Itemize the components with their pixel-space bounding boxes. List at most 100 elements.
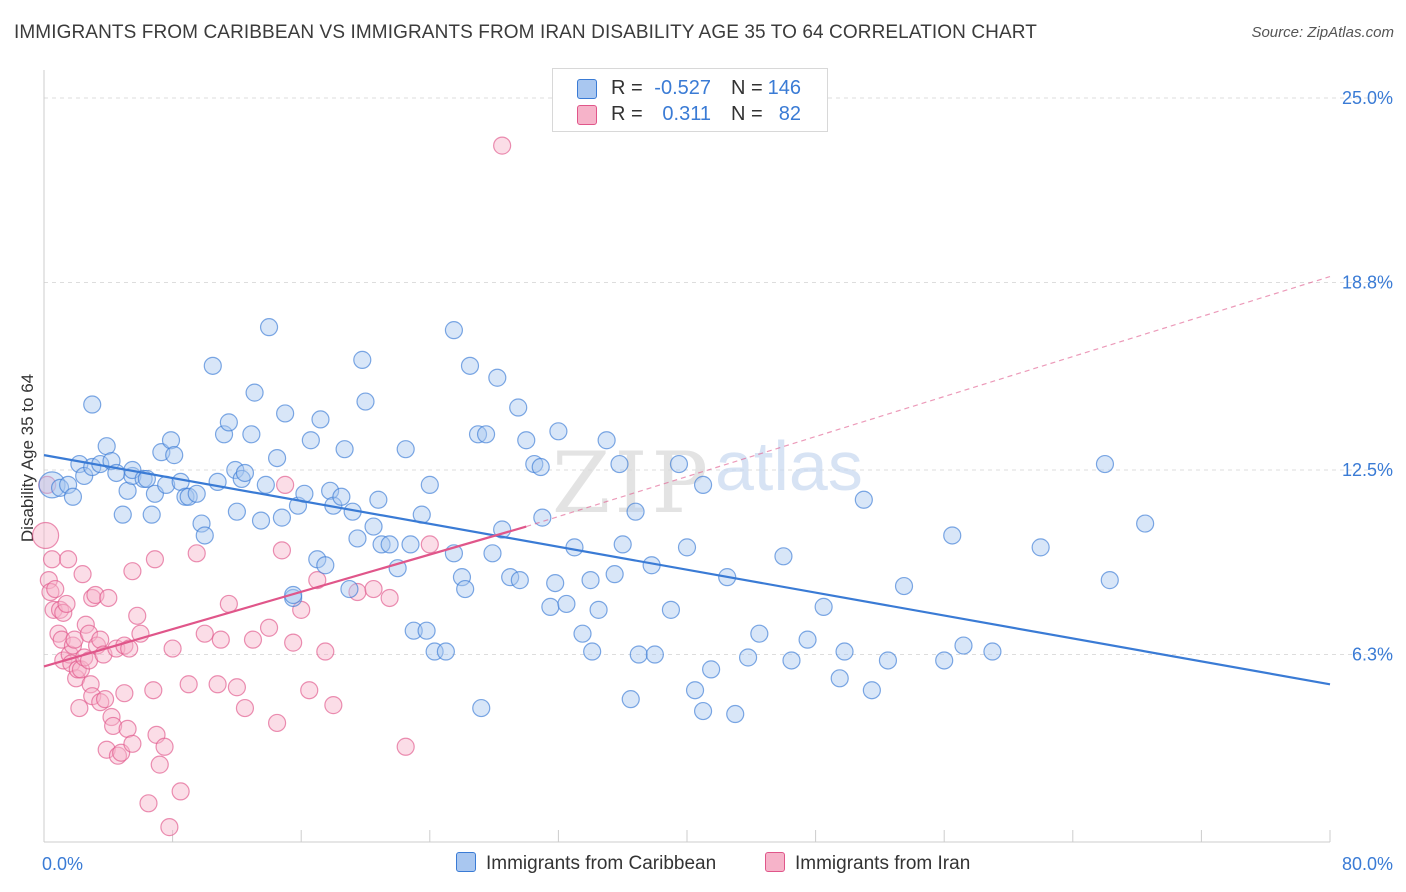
point-caribbean [661, 600, 681, 619]
point-caribbean [353, 350, 372, 369]
point-caribbean [738, 648, 758, 667]
point-caribbean [401, 535, 420, 554]
point-caribbean [488, 368, 507, 387]
y-tick-label: 12.5% [1342, 460, 1393, 480]
point-iran [59, 550, 78, 569]
point-caribbean [311, 410, 330, 429]
bottom-legend-label-caribbean: Immigrants from Caribbean [486, 853, 717, 874]
point-iran [227, 678, 246, 697]
point-caribbean [192, 514, 211, 533]
point-caribbean [420, 475, 439, 494]
point-iran [104, 716, 123, 736]
point-caribbean [750, 624, 769, 643]
point-caribbean [219, 413, 238, 432]
x-tick-label-min: 0.0% [42, 854, 83, 874]
y-tick-label: 18.8% [1342, 273, 1393, 293]
point-caribbean [814, 597, 833, 616]
point-caribbean [835, 642, 854, 661]
point-caribbean [227, 502, 246, 521]
point-iran [396, 737, 415, 756]
point-caribbean [854, 490, 873, 509]
point-iran [128, 606, 147, 625]
point-iran [208, 675, 227, 694]
point-iran [364, 579, 383, 599]
point-caribbean [645, 645, 664, 664]
y-tick-labels: 6.3% 12.5% 18.8% 25.0% [1342, 88, 1393, 665]
watermark: ZIP atlas [552, 427, 863, 532]
point-iran [316, 642, 335, 661]
point-iran [235, 698, 255, 718]
point-caribbean [256, 475, 275, 494]
point-iran [195, 624, 214, 643]
point-iran [115, 684, 134, 703]
point-caribbean [444, 321, 464, 340]
point-iran [83, 588, 102, 608]
point-caribbean [693, 475, 713, 494]
point-iran [187, 544, 206, 563]
trend-line-caribbean [43, 454, 1331, 686]
y-axis-label: Disability Age 35 to 64 [18, 374, 37, 542]
point-caribbean [629, 645, 648, 664]
point-caribbean [332, 487, 351, 506]
point-caribbean [549, 422, 568, 441]
bottom-legend-swatch-caribbean [456, 852, 476, 872]
y-tick-label: 25.0% [1342, 88, 1393, 108]
point-caribbean [245, 383, 264, 402]
point-caribbean [203, 356, 222, 375]
point-caribbean [340, 579, 359, 599]
x-tick-label-max: 80.0% [1342, 854, 1393, 874]
point-caribbean [195, 526, 214, 545]
point-caribbean [693, 701, 713, 721]
point-caribbean [878, 651, 898, 670]
legend-swatch-caribbean [577, 79, 597, 99]
x-ticks [43, 830, 1331, 842]
point-caribbean [316, 556, 335, 575]
legend-swatch-iran [577, 105, 597, 125]
point-caribbean [510, 571, 529, 590]
point-caribbean [335, 440, 354, 459]
point-caribbean [369, 490, 388, 509]
legend: R = -0.527 N = 146 R = 0.311 N = 82 [552, 68, 828, 132]
point-iran [308, 571, 327, 590]
point-caribbean [436, 642, 455, 661]
point-iran [380, 588, 399, 608]
point-caribbean [364, 517, 383, 536]
point-iran [144, 681, 163, 700]
point-iran [493, 136, 512, 155]
point-caribbean [476, 425, 496, 444]
point-caribbean [894, 576, 914, 596]
point-iran [300, 681, 319, 700]
bottom-legend-label-iran: Immigrants from Iran [795, 853, 971, 874]
point-caribbean [460, 356, 480, 375]
bottom-legend-swatch-iran [765, 852, 785, 872]
point-caribbean [782, 651, 801, 670]
point-iran [420, 535, 439, 554]
point-caribbean [943, 526, 962, 545]
point-caribbean [589, 600, 608, 619]
trend-line-iran [43, 525, 527, 668]
point-caribbean [605, 565, 624, 584]
point-iran [120, 639, 139, 658]
point-iran [150, 755, 169, 774]
legend-n-label: N = [731, 103, 763, 125]
point-iran [97, 740, 116, 759]
point-caribbean [726, 704, 745, 724]
point-caribbean [83, 395, 102, 414]
point-iran [163, 639, 182, 658]
legend-r-label: R = [611, 77, 643, 99]
point-iran [259, 618, 279, 637]
watermark-zip: ZIP [552, 434, 712, 532]
point-caribbean [59, 475, 78, 494]
point-iran [123, 734, 142, 753]
point-caribbean [531, 457, 550, 477]
gridlines [44, 97, 1390, 656]
point-caribbean [472, 698, 491, 718]
point-caribbean [669, 454, 689, 474]
trend-lines [43, 275, 1331, 686]
point-iran [41, 582, 60, 602]
point-caribbean [272, 508, 292, 527]
point-caribbean [935, 651, 954, 670]
point-iran [179, 675, 198, 694]
point-iran [52, 630, 71, 649]
